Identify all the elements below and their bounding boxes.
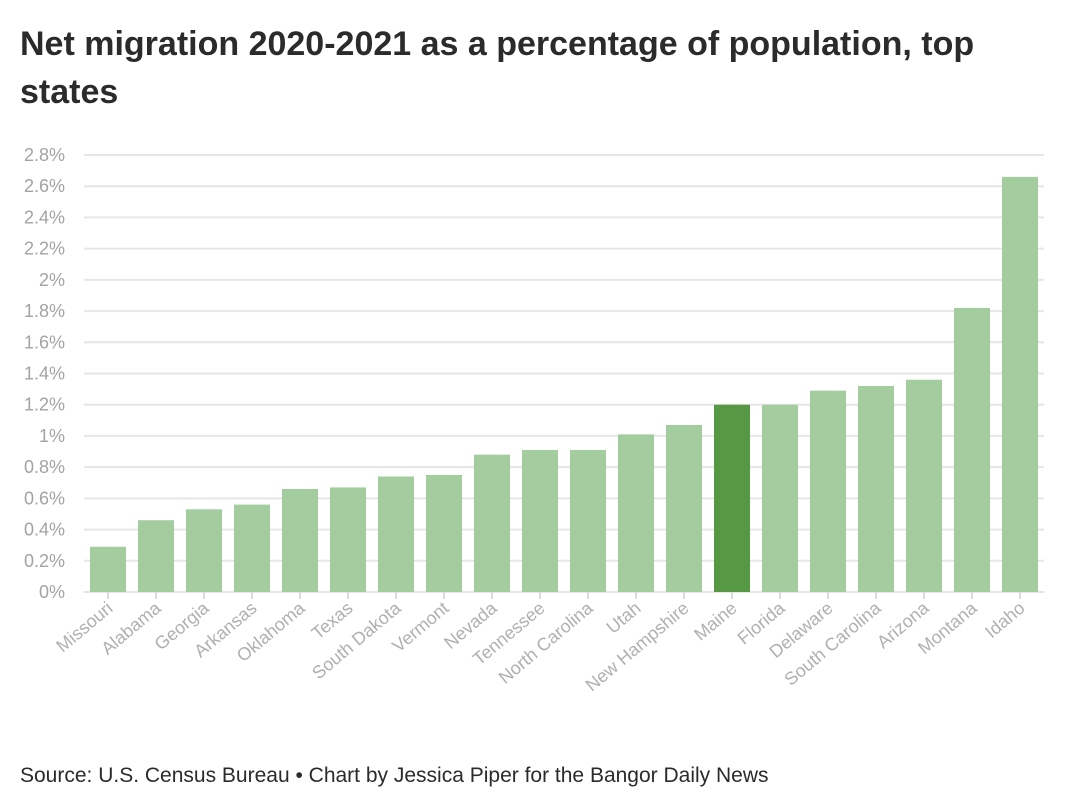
bar-nevada — [474, 454, 510, 592]
y-tick-label: 2% — [39, 270, 65, 290]
bar-chart: 0% 0.2% 0.4% 0.6% 0.8% 1% 1.2% 1.4% 1.6% 1.8% 2% 2.… — [24, 145, 1044, 695]
bar-texas — [330, 487, 366, 592]
bar-montana — [954, 307, 990, 592]
y-tick-label: 1.4% — [24, 364, 65, 384]
bar-new-hampshire — [666, 425, 702, 592]
bar-south-dakota — [378, 476, 414, 592]
source-note: Source: U.S. Census Bureau • Chart by Je… — [20, 764, 769, 787]
y-tick-label: 2.4% — [24, 207, 65, 227]
bar-alabama — [138, 520, 174, 592]
x-tick-label: Maine — [690, 598, 740, 645]
gridlines — [84, 154, 1044, 593]
bars — [90, 176, 1038, 592]
bar-vermont — [426, 474, 462, 592]
bar-south-carolina — [858, 385, 894, 592]
bar-tennessee — [522, 449, 558, 592]
bar-delaware — [810, 390, 846, 592]
y-tick-label: 2.2% — [24, 239, 65, 259]
y-tick-label: 0.6% — [24, 488, 65, 508]
bar-florida — [762, 404, 798, 592]
y-tick-label: 0.4% — [24, 520, 65, 540]
y-tick-label: 1.2% — [24, 395, 65, 415]
bar-arizona — [906, 379, 942, 592]
y-axis-tick-labels: 0% 0.2% 0.4% 0.6% 0.8% 1% 1.2% 1.4% 1.6% 1.8% 2% 2.… — [24, 145, 65, 602]
y-tick-label: 2.8% — [24, 145, 65, 165]
y-tick-label: 2.6% — [24, 176, 65, 196]
y-tick-label: 1.8% — [24, 301, 65, 321]
bar-georgia — [186, 509, 222, 592]
bar-arkansas — [234, 504, 270, 592]
y-tick-label: 1.6% — [24, 332, 65, 352]
y-tick-label: 0% — [39, 582, 65, 602]
y-tick-label: 0.8% — [24, 457, 65, 477]
bar-oklahoma — [282, 488, 318, 592]
bar-maine — [714, 404, 750, 592]
bar-idaho — [1002, 176, 1038, 592]
bar-north-carolina — [570, 449, 606, 592]
y-tick-label: 0.2% — [24, 551, 65, 571]
bar-missouri — [90, 546, 126, 592]
y-tick-label: 1% — [39, 426, 65, 446]
x-tick-label: Idaho — [981, 598, 1028, 642]
chart-title: Net migration 2020-2021 as a percentage … — [20, 25, 975, 111]
bar-utah — [618, 434, 654, 592]
